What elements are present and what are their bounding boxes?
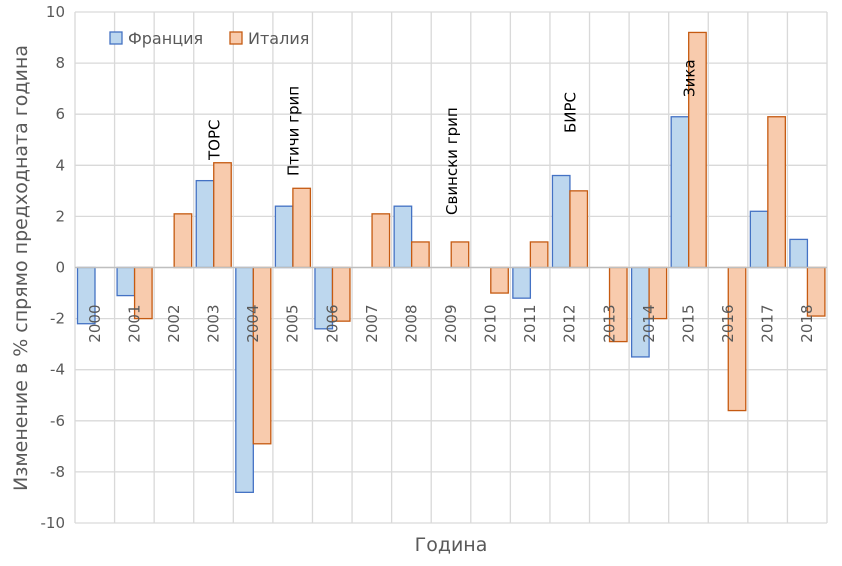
y-tick-labels: 10 8 6 4 2 0 -2 -4 -6 -8 -10 [41, 3, 66, 532]
y-tick-label: 4 [55, 156, 65, 174]
bar-italy-2012 [569, 190, 589, 269]
annotation-label: Зика [680, 59, 698, 97]
bar-france-2018 [789, 238, 809, 269]
bar-france-2001 [116, 266, 136, 297]
bar-france-2005 [274, 205, 294, 269]
x-tick-label: 2016 [719, 305, 737, 343]
x-tick-label: 2003 [205, 305, 223, 343]
bar-italy-2011 [529, 241, 549, 269]
annotation-label: БИРС [562, 92, 580, 133]
y-tick-label: -6 [50, 412, 65, 430]
y-tick-label: -8 [50, 463, 65, 481]
y-tick-label: 8 [55, 54, 65, 72]
bar-france-2003 [195, 179, 215, 269]
y-tick-label: 0 [55, 259, 65, 277]
annotation-label: Птичи грип [285, 86, 303, 176]
x-tick-label: 2005 [284, 305, 302, 343]
y-tick-label: -10 [41, 514, 66, 532]
bar-france-2011 [512, 266, 532, 299]
bar-italy-2004 [252, 266, 272, 445]
y-tick-label: -4 [50, 361, 65, 379]
x-tick-label: 2011 [521, 305, 539, 343]
bar-italy-2017 [767, 116, 786, 269]
x-tick-label: 2006 [323, 305, 341, 343]
bar-france-2015 [670, 116, 690, 269]
bar-france-2008 [393, 205, 413, 269]
bar-italy-2003 [213, 162, 232, 269]
x-tick-label: 2001 [125, 305, 143, 343]
x-axis-label: Година [415, 534, 488, 556]
y-tick-label: -2 [50, 310, 65, 328]
legend-label-italy: Италия [248, 29, 309, 48]
bar-italy-2009 [450, 241, 470, 269]
x-tick-label: 2017 [759, 305, 777, 343]
bar-italy-2008 [410, 241, 430, 269]
bar-france-2004 [235, 266, 254, 493]
x-tick-label: 2004 [244, 305, 262, 343]
y-tick-label: 10 [46, 3, 65, 21]
x-tick-label: 2007 [363, 305, 381, 343]
x-tick-label: 2010 [482, 305, 500, 343]
x-tick-label: 2009 [442, 305, 460, 343]
bar-france-2017 [749, 210, 769, 269]
legend-swatch-italy [229, 31, 243, 45]
x-tick-labels: 2000 2001 2002 2003 2004 2005 2006 2007 2008 2009… [86, 305, 816, 343]
bar-italy-2002 [173, 213, 193, 269]
x-tick-label: 2015 [679, 305, 697, 343]
annotations: ТОРС Птичи грип Свински грип БИРС Зика [206, 59, 699, 215]
x-tick-label: 2014 [640, 305, 658, 343]
x-tick-label: 2018 [798, 305, 816, 343]
annotation-label: Свински грип [443, 107, 461, 215]
x-tick-label: 2012 [561, 305, 579, 343]
bars [76, 31, 826, 493]
x-tick-label: 2000 [86, 305, 104, 343]
x-tick-label: 2002 [165, 305, 183, 343]
y-tick-label: 6 [55, 105, 65, 123]
y-axis-label: Изменение в % спрямо предходната година [10, 45, 32, 491]
bar-italy-2007 [371, 213, 391, 269]
y-tick-label: 2 [55, 207, 65, 225]
x-tick-label: 2008 [402, 305, 420, 343]
bar-france-2012 [551, 174, 571, 269]
x-tick-label: 2013 [600, 305, 618, 343]
annotation-label: ТОРС [206, 120, 224, 162]
legend-swatch-france [109, 31, 123, 45]
legend-label-france: Франция [128, 29, 203, 48]
legend: Франция Италия [109, 29, 309, 48]
bar-italy-2010 [490, 266, 509, 294]
bar-italy-2005 [292, 187, 312, 269]
